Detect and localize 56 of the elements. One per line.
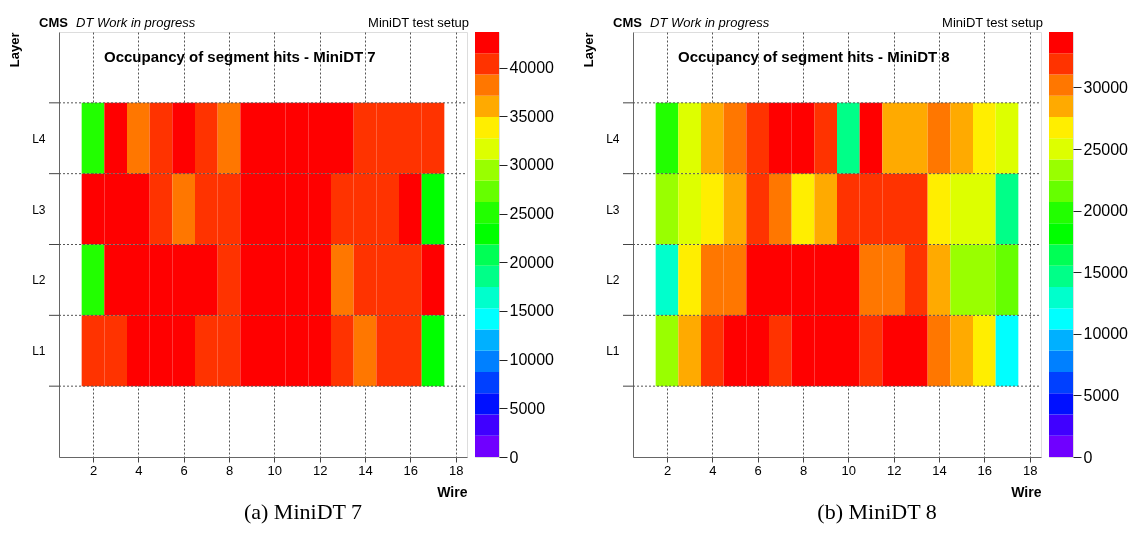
y-tick-label: L3 xyxy=(606,202,620,217)
color-bar-label: 20000 xyxy=(509,253,555,271)
text: MiniDT test setup xyxy=(942,15,1043,30)
x-tick-label: 8 xyxy=(225,462,234,478)
y-tick-label: L2 xyxy=(606,273,620,288)
x-tick-label: 10 xyxy=(841,462,857,478)
x-tick-label: 8 xyxy=(799,462,808,478)
text: CMS xyxy=(39,15,69,30)
color-bar-label: 25000 xyxy=(1083,140,1129,158)
y-tick-label: L4 xyxy=(606,131,620,146)
color-bar-label: 5000 xyxy=(509,399,546,417)
x-tick-label: 16 xyxy=(977,462,993,478)
x-axis-title: Wire xyxy=(437,483,468,500)
color-bar-label: 15000 xyxy=(1083,263,1129,281)
color-bar-label: 0 xyxy=(509,448,519,466)
x-tick-label: 12 xyxy=(886,462,902,478)
x-tick-label: 4 xyxy=(135,462,143,478)
x-tick-label: 2 xyxy=(89,462,98,478)
color-bar-label: 20000 xyxy=(1083,202,1129,220)
text: (a) MiniDT 7 xyxy=(243,499,363,524)
chart-title: Occupancy of segment hits - MiniDT 8 xyxy=(678,48,950,65)
x-tick-label: 16 xyxy=(403,462,419,478)
x-tick-label: 10 xyxy=(267,462,283,478)
y-axis-title: Layer xyxy=(581,32,597,68)
x-axis-title: Wire xyxy=(1011,483,1042,500)
color-bar-label: 10000 xyxy=(509,351,555,369)
y-tick-label: L3 xyxy=(32,202,46,217)
x-tick-label: 14 xyxy=(358,462,373,478)
chart-title: Occupancy of segment hits - MiniDT 7 xyxy=(104,48,376,65)
x-tick-label: 18 xyxy=(448,462,464,478)
text: (b) MiniDT 8 xyxy=(817,499,937,524)
color-bar-label: 5000 xyxy=(1083,386,1120,404)
x-tick-label: 6 xyxy=(180,462,188,478)
color-bar-label: 35000 xyxy=(509,107,555,125)
x-tick-label: 18 xyxy=(1022,462,1038,478)
color-bar-label: 15000 xyxy=(509,302,555,320)
x-tick-label: 2 xyxy=(663,462,672,478)
color-bar-label: 25000 xyxy=(509,205,555,223)
x-tick-label: 4 xyxy=(709,462,717,478)
x-tick-label: 14 xyxy=(932,462,947,478)
y-tick-label: L1 xyxy=(32,344,46,359)
text: DT Work in progress xyxy=(650,15,770,30)
text: MiniDT test setup xyxy=(368,15,469,30)
text: CMS xyxy=(613,15,643,30)
color-bar-label: 10000 xyxy=(1083,325,1129,343)
x-tick-label: 6 xyxy=(754,462,762,478)
text: DT Work in progress xyxy=(76,15,196,30)
x-tick-label: 12 xyxy=(312,462,328,478)
color-bar-label: 40000 xyxy=(509,59,555,77)
color-bar-label: 0 xyxy=(1083,448,1093,466)
y-tick-label: L4 xyxy=(32,131,46,146)
color-bar-label: 30000 xyxy=(1083,78,1129,96)
y-tick-label: L1 xyxy=(606,344,620,359)
y-tick-label: L2 xyxy=(32,273,46,288)
y-axis-title: Layer xyxy=(7,32,23,68)
color-bar-label: 30000 xyxy=(509,156,555,174)
